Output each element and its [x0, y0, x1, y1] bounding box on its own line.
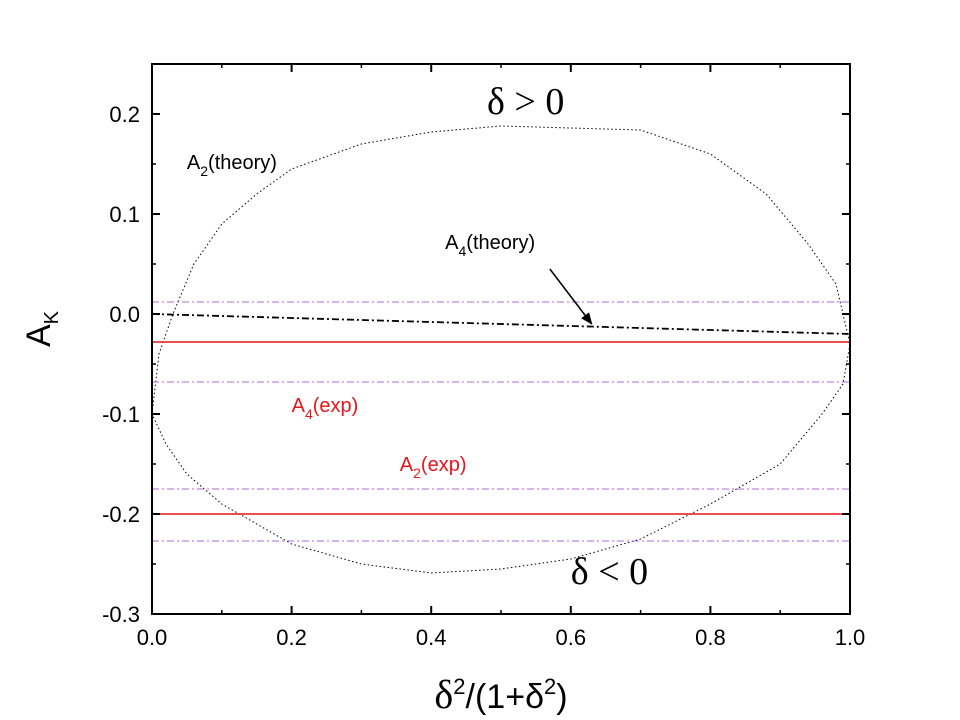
x-tick-label: 0.6: [556, 625, 587, 650]
x-tick-label: 0.8: [695, 625, 726, 650]
delta-positive-label: δ > 0: [487, 81, 564, 123]
a2-theory-label: A2(theory): [187, 152, 277, 179]
y-tick-label: -0.2: [102, 502, 140, 527]
plot-annotations: A2(theory) A4(theory) A4(exp) A2(exp) δ > 0 δ…: [187, 81, 648, 593]
x-axis: 0.0 0.2 0.4 0.6 0.8 1.0: [137, 64, 866, 650]
x-tick-label: 0.2: [276, 625, 307, 650]
x-tick-label: 1.0: [835, 625, 866, 650]
a2-exp-label: A2(exp): [400, 454, 467, 481]
plot-series: [151, 125, 851, 574]
series-line-0: [151, 125, 851, 574]
y-tick-label: 0.1: [109, 202, 140, 227]
y-axis-title: AK: [20, 310, 63, 347]
series-line-1: [151, 313, 851, 335]
y-tick-label: -0.1: [102, 402, 140, 427]
a4-theory-label: A4(theory): [445, 232, 535, 259]
x-tick-label: 0.4: [416, 625, 447, 650]
plot-frame: [151, 63, 851, 615]
x-tick-label: 0.0: [137, 625, 168, 650]
delta-negative-label: δ < 0: [571, 551, 648, 593]
a4-exp-label: A4(exp): [292, 395, 359, 422]
annotation-arrow-0: [549, 268, 593, 325]
x-axis-title: δ2/(1+δ2): [434, 672, 567, 717]
y-axis: -0.3 -0.2 -0.1 0.0 0.1 0.2: [102, 63, 850, 627]
y-tick-label: -0.3: [102, 602, 140, 627]
y-tick-label: 0.0: [109, 302, 140, 327]
y-tick-label: 0.2: [109, 102, 140, 127]
